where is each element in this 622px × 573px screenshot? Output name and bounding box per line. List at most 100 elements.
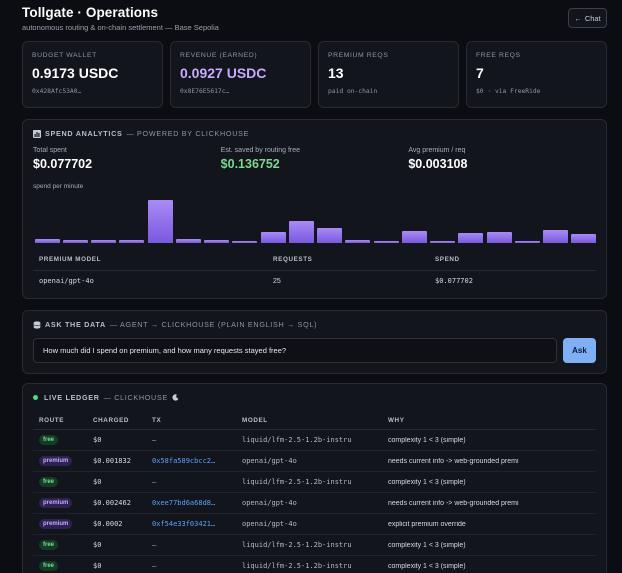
tx-cell[interactable]: 0xf54e33f03421… bbox=[152, 520, 216, 528]
charged-cell: $0.002462 bbox=[93, 499, 131, 507]
chart-bar bbox=[571, 233, 597, 243]
chart-bar bbox=[260, 232, 286, 243]
column-header: REQUESTS bbox=[273, 256, 313, 263]
column-header: ROUTE bbox=[39, 416, 65, 424]
ledger-table: ROUTE CHARGED TX MODEL WHY free $0 — liquid… bbox=[33, 411, 596, 573]
why-cell: complexity 1 < 3 (simple) bbox=[388, 478, 466, 486]
chart-bar bbox=[543, 230, 569, 243]
card-label: FREE REQS bbox=[476, 52, 521, 59]
ledger-rows: free $0 — liquid/lfm-2.5-1.2b-instru complex… bbox=[33, 430, 596, 573]
card-sub: paid on-chain bbox=[328, 88, 378, 95]
chart-bar bbox=[514, 240, 540, 243]
metric-label: Avg premium / req bbox=[408, 147, 466, 154]
chart-bar bbox=[91, 240, 117, 243]
page-header: Tollgate · Operations autonomous routing… bbox=[22, 5, 607, 35]
requests-cell: 25 bbox=[273, 277, 281, 285]
route-cell: premium bbox=[33, 456, 93, 466]
chart-bar bbox=[232, 240, 258, 243]
tx-cell: — bbox=[152, 478, 157, 486]
column-header: TX bbox=[152, 416, 162, 424]
route-badge: free bbox=[39, 435, 59, 445]
live-status-dot-icon bbox=[33, 395, 38, 400]
route-cell: premium bbox=[33, 519, 93, 529]
card-value: 13 bbox=[328, 65, 344, 81]
spend-per-minute-chart bbox=[33, 200, 598, 243]
revenue-card: REVENUE (EARNED) 0.0927 USDC 0x8E76E5617… bbox=[170, 41, 311, 108]
card-label: REVENUE (EARNED) bbox=[180, 52, 258, 59]
ask-row: How much did I spend on premium, and how… bbox=[33, 338, 596, 363]
ask-subtitle: — AGENT → CLICKHOUSE (PLAIN ENGLISH → SQ… bbox=[109, 320, 318, 329]
model-cell: openai/gpt-4o bbox=[39, 277, 94, 285]
chart-bar bbox=[373, 240, 399, 243]
ledger-header-row: ROUTE CHARGED TX MODEL WHY bbox=[33, 411, 596, 430]
model-cell: openai/gpt-4o bbox=[242, 499, 297, 507]
tx-cell[interactable]: 0x58fa589cbcc2… bbox=[152, 457, 216, 465]
analytics-title: SPEND ANALYTICS bbox=[45, 129, 123, 138]
column-header: MODEL bbox=[242, 416, 268, 424]
ledger-title: LIVE LEDGER bbox=[44, 393, 100, 402]
why-cell: complexity 1 < 3 (simple) bbox=[388, 436, 466, 444]
metric-value: $0.003108 bbox=[408, 157, 468, 171]
analytics-metrics: Total spent $0.077702 Est. saved by rout… bbox=[33, 147, 596, 171]
route-badge: free bbox=[39, 540, 59, 550]
tx-cell: — bbox=[152, 541, 157, 549]
charged-cell: $0.0002 bbox=[93, 520, 123, 528]
saved-metric: Est. saved by routing free $0.136752 bbox=[221, 147, 409, 171]
card-sub: $0 · via FreeRide bbox=[476, 88, 541, 95]
tx-cell: — bbox=[152, 562, 157, 570]
model-cell: liquid/lfm-2.5-1.2b-instru bbox=[242, 541, 352, 549]
table-row: free $0 — liquid/lfm-2.5-1.2b-instru complex… bbox=[33, 472, 596, 493]
column-header: PREMIUM MODEL bbox=[39, 256, 102, 263]
model-cell: openai/gpt-4o bbox=[242, 457, 297, 465]
card-value: 0.9173 USDC bbox=[32, 65, 119, 81]
tx-cell[interactable]: 0xee77bd6a68d8… bbox=[152, 499, 216, 507]
card-value: 0.0927 USDC bbox=[180, 65, 267, 81]
spend-cell: $0.077702 bbox=[435, 277, 473, 285]
why-cell: needs current info -> web-grounded premi bbox=[388, 499, 519, 507]
budget-wallet-card: BUDGET WALLET 0.9173 USDC 0x428Afc53A0… bbox=[22, 41, 163, 108]
route-badge: premium bbox=[39, 519, 73, 529]
charged-cell: $0 bbox=[93, 478, 102, 486]
free-reqs-card: FREE REQS 7 $0 · via FreeRide bbox=[466, 41, 607, 108]
charged-cell: $0 bbox=[93, 541, 102, 549]
chart-bar bbox=[62, 240, 88, 243]
route-badge: premium bbox=[39, 498, 73, 508]
live-ledger-panel: LIVE LEDGER — CLICKHOUSE ROUTE CHARGED T… bbox=[22, 383, 607, 573]
table-row: openai/gpt-4o 25 $0.077702 bbox=[33, 270, 596, 291]
table-row: premium $0.002462 0xee77bd6a68d8… openai/gp… bbox=[33, 493, 596, 514]
chart-bar bbox=[34, 238, 60, 243]
chart-caption: spend per minute bbox=[33, 183, 84, 190]
table-row: premium $0.0002 0xf54e33f03421… openai/gpt-… bbox=[33, 514, 596, 535]
model-cell: openai/gpt-4o bbox=[242, 520, 297, 528]
chat-button[interactable]: ← Chat bbox=[568, 8, 607, 28]
moon-icon bbox=[172, 394, 179, 401]
chart-bar bbox=[430, 240, 456, 243]
wallet-address: 0x428Afc53A0… bbox=[32, 88, 82, 95]
chart-bar bbox=[486, 231, 512, 243]
tx-cell: — bbox=[152, 436, 157, 444]
analytics-powered: — POWERED BY CLICKHOUSE bbox=[126, 129, 250, 138]
ask-title: ASK THE DATA bbox=[45, 320, 106, 329]
charged-cell: $0 bbox=[93, 436, 102, 444]
avg-premium-metric: Avg premium / req $0.003108 bbox=[408, 147, 596, 171]
why-cell: explicit premium override bbox=[388, 520, 466, 528]
analytics-heading: SPEND ANALYTICS — POWERED BY CLICKHOUSE bbox=[33, 129, 596, 138]
page-title: Tollgate · Operations bbox=[22, 5, 159, 20]
why-cell: complexity 1 < 3 (simple) bbox=[388, 562, 466, 570]
ledger-subtitle: — CLICKHOUSE bbox=[103, 393, 168, 402]
table-row: premium $0.001832 0x58fa589cbcc2… openai/gp… bbox=[33, 451, 596, 472]
route-cell: free bbox=[33, 561, 93, 571]
route-cell: free bbox=[33, 477, 93, 487]
ask-button[interactable]: Ask bbox=[563, 338, 596, 363]
question-input[interactable]: How much did I spend on premium, and how… bbox=[33, 338, 557, 363]
route-badge: free bbox=[39, 477, 59, 487]
card-label: BUDGET WALLET bbox=[32, 52, 97, 59]
page-subtitle: autonomous routing & on-chain settlement… bbox=[22, 23, 219, 32]
charged-cell: $0 bbox=[93, 562, 102, 570]
card-label: PREMIUM REQS bbox=[328, 52, 389, 59]
stat-cards: BUDGET WALLET 0.9173 USDC 0x428Afc53A0… … bbox=[22, 41, 607, 108]
chart-bar bbox=[204, 240, 230, 243]
ask-heading: ASK THE DATA — AGENT → CLICKHOUSE (PLAIN… bbox=[33, 320, 596, 329]
metric-value: $0.077702 bbox=[33, 157, 93, 171]
revenue-address: 0x8E76E5617c… bbox=[180, 88, 230, 95]
